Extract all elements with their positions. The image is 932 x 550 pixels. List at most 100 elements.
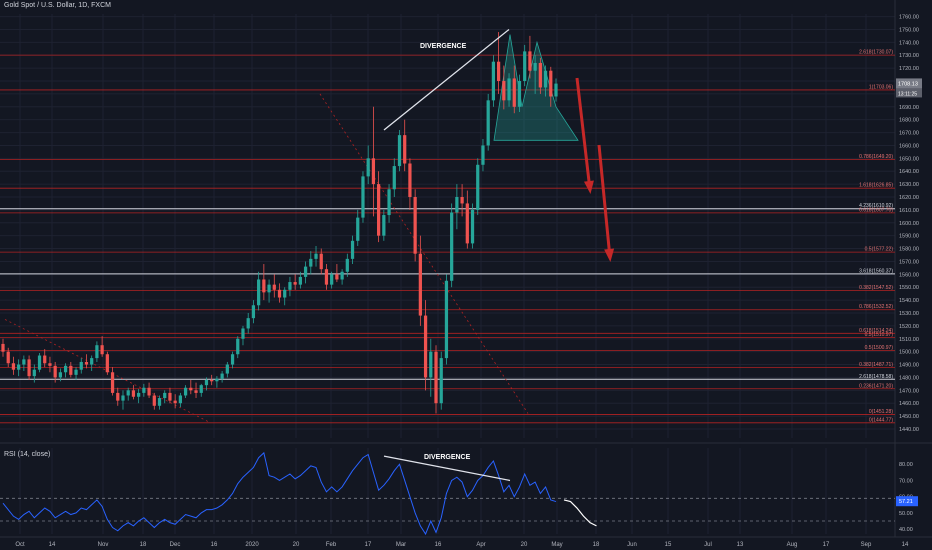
y-tick-label: 1540.00 <box>899 298 919 304</box>
x-tick-label: 14 <box>902 542 909 548</box>
x-tick-label: 17 <box>365 542 372 548</box>
candle-body <box>507 78 511 101</box>
candle-body <box>131 390 136 397</box>
y-tick-label: 1510.00 <box>899 337 919 343</box>
x-tick-label: 16 <box>211 542 218 548</box>
divergence-label-rsi: DIVERGENCE <box>424 454 471 461</box>
candle-body <box>100 345 104 355</box>
down-arrow-head <box>583 180 594 194</box>
y-tick-label: 1670.00 <box>899 131 919 137</box>
candle-body <box>110 372 115 393</box>
candle-body <box>90 358 94 365</box>
candle-body <box>147 387 151 396</box>
x-tick-label: 18 <box>140 542 147 548</box>
x-tick-label: 15 <box>665 542 672 548</box>
fib-level-label: 0.786(1532.52) <box>859 304 893 310</box>
rsi-y-tick-label: 50.00 <box>899 511 913 517</box>
candle-body <box>533 62 537 71</box>
candle-body <box>17 364 21 370</box>
candle-body <box>27 359 31 377</box>
fib-level-label: 3.618(1560.37) <box>859 268 893 274</box>
candle-body <box>53 365 57 378</box>
x-tick-label: Jun <box>627 542 637 548</box>
candle-body <box>220 373 224 379</box>
y-tick-label: 1630.00 <box>899 182 919 188</box>
y-tick-label: 1650.00 <box>899 156 919 162</box>
down-arrow <box>575 77 592 191</box>
candle-body <box>423 315 428 378</box>
y-tick-label: 1440.00 <box>899 427 919 433</box>
candle-body <box>350 240 355 259</box>
rsi-line <box>2 451 557 536</box>
candle-body <box>549 70 553 97</box>
candle-body <box>246 318 250 329</box>
candle-body <box>303 266 308 277</box>
rsi-y-tick-label: 40.00 <box>899 527 913 533</box>
candle-body <box>251 305 256 319</box>
candle-body <box>121 395 125 401</box>
x-tick-label: Sep <box>861 542 872 548</box>
fib-level-label: 0.5(1577.22) <box>865 247 894 253</box>
rsi-projection-line <box>563 499 597 527</box>
candle-body <box>43 355 47 364</box>
candle-body <box>204 380 209 386</box>
candle-body <box>105 354 109 373</box>
down-arrow <box>597 144 612 259</box>
candle-body <box>512 78 516 107</box>
candle-body <box>137 392 141 397</box>
dotted-trend-line <box>4 319 211 423</box>
y-tick-label: 1470.00 <box>899 388 919 394</box>
x-tick-label: 13 <box>737 542 744 548</box>
y-tick-label: 1460.00 <box>899 401 919 407</box>
divergence-line-rsi <box>383 455 511 482</box>
x-tick-label: 2020 <box>245 542 259 548</box>
candle-body <box>444 280 449 359</box>
y-tick-label: 1640.00 <box>899 169 919 175</box>
rsi-header-label: RSI (14, close) <box>4 451 51 458</box>
x-tick-label: Mar <box>396 542 406 548</box>
countdown-value: 13:11:25 <box>898 91 917 97</box>
candle-body <box>450 212 454 281</box>
candle-body <box>257 279 261 306</box>
candle-body <box>340 271 344 280</box>
candle-body <box>397 135 402 167</box>
candle-body <box>22 359 26 365</box>
chart-header-symbol: Gold Spot / U.S. Dollar, 1D, FXCM <box>4 2 111 9</box>
candle-body <box>225 364 229 374</box>
candle-body <box>116 392 120 401</box>
fib-level-label: 4.236(1610.92) <box>859 203 893 209</box>
candle-body <box>528 51 532 71</box>
candle-body <box>11 363 16 370</box>
y-tick-label: 1760.00 <box>899 15 919 21</box>
y-tick-label: 1600.00 <box>899 221 919 227</box>
x-tick-label: Oct <box>15 542 25 548</box>
countdown-badge <box>896 88 922 98</box>
candle-body <box>523 51 527 82</box>
candle-body <box>434 351 438 404</box>
candle-body <box>413 197 417 254</box>
candle-body <box>95 345 99 359</box>
x-tick-label: Feb <box>326 542 337 548</box>
candle-body <box>79 361 83 370</box>
candle-body <box>319 253 323 270</box>
y-tick-label: 1680.00 <box>899 118 919 124</box>
candle-body <box>267 284 271 293</box>
y-tick-label: 1720.00 <box>899 66 919 72</box>
candle-body <box>470 209 475 244</box>
candle-body <box>439 358 443 404</box>
fib-level-label: 1(1703.06) <box>869 84 894 90</box>
candle-body <box>48 363 52 366</box>
x-tick-label: 20 <box>521 542 528 548</box>
y-tick-label: 1570.00 <box>899 259 919 265</box>
candle-body <box>194 390 198 393</box>
fib-level-label: 0.5(1500.97) <box>865 345 894 351</box>
candle-body <box>387 189 391 216</box>
x-tick-label: Apr <box>476 542 485 548</box>
candle-body <box>429 351 433 378</box>
candle-body <box>324 269 329 285</box>
candle-body <box>330 274 334 285</box>
fib-level-label: 2.618(1730.07) <box>859 50 893 56</box>
candle-body <box>481 145 485 165</box>
